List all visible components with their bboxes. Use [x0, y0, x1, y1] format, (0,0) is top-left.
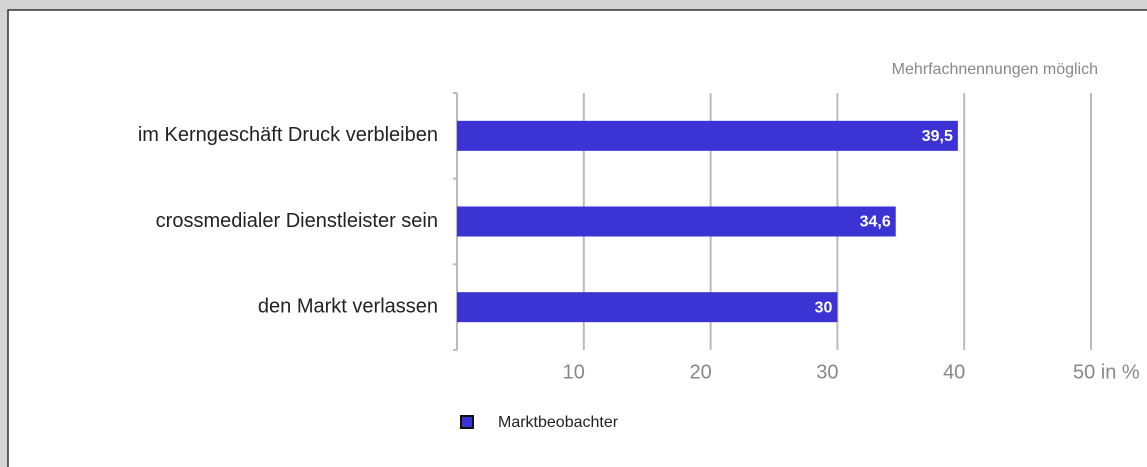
bar: [457, 206, 896, 237]
value-label: 34,6: [860, 214, 891, 231]
value-label: 30: [815, 299, 833, 316]
value-label: 39,5: [922, 128, 953, 145]
category-label: crossmedialer Dienstleister sein: [156, 210, 438, 232]
annotation: Mehrfachnennungen möglich: [892, 61, 1098, 78]
x-tick-label: 50 in %: [1073, 361, 1140, 383]
bar: [457, 292, 838, 323]
category-label: im Kerngeschäft Druck verbleiben: [138, 124, 438, 146]
legend-swatch: [460, 415, 474, 429]
legend-label: Marktbeobachter: [498, 414, 619, 431]
bar: [457, 120, 958, 151]
x-tick-label: 40: [943, 361, 965, 383]
x-tick-label: 30: [816, 361, 838, 383]
x-tick-label: 10: [563, 361, 585, 383]
x-tick-label: 20: [689, 361, 711, 383]
panel: [7, 9, 1147, 467]
category-label: den Markt verlassen: [258, 295, 438, 317]
